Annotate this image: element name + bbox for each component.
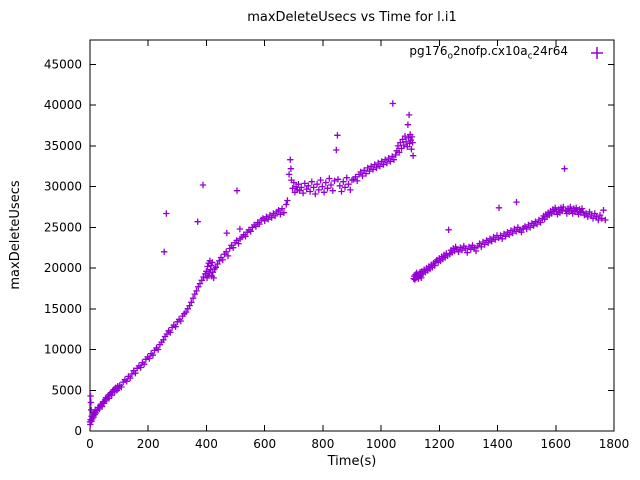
y-tick-label: 0	[74, 424, 82, 438]
y-tick-label: 25000	[44, 220, 82, 234]
y-tick-label: 45000	[44, 57, 82, 71]
y-tick-label: 10000	[44, 343, 82, 357]
x-tick-label: 1200	[424, 437, 455, 451]
x-tick-label: 800	[311, 437, 334, 451]
x-tick-label: 0	[86, 437, 94, 451]
x-tick-label: 1000	[366, 437, 397, 451]
y-axis-label: maxDeleteUsecs	[8, 180, 23, 290]
legend: pg176o2nofp.cx10ac24r64	[409, 44, 604, 61]
y-tick-label: 40000	[44, 98, 82, 112]
y-tick-label: 15000	[44, 302, 82, 316]
y-tick-label: 30000	[44, 180, 82, 194]
y-tick-label: 5000	[51, 383, 82, 397]
x-axis-label: Time(s)	[327, 454, 377, 469]
legend-label: pg176o2nofp.cx10ac24r64	[409, 44, 568, 62]
y-tick-label: 20000	[44, 261, 82, 275]
plus-marker-icon	[590, 46, 604, 60]
x-tick-label: 1400	[482, 437, 513, 451]
x-tick-label: 1800	[599, 437, 630, 451]
scatter-points	[86, 100, 609, 428]
x-tick-label: 1600	[541, 437, 572, 451]
x-tick-label: 400	[195, 437, 218, 451]
x-tick-label: 600	[253, 437, 276, 451]
x-tick-label: 200	[137, 437, 160, 451]
y-tick-label: 35000	[44, 139, 82, 153]
chart-title: maxDeleteUsecs vs Time for l.i1	[247, 10, 457, 25]
plot-border	[89, 39, 615, 432]
